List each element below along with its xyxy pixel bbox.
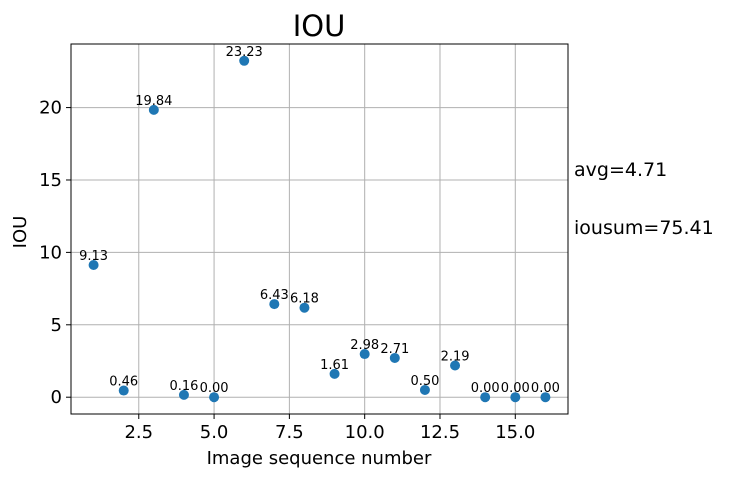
- data-point: [118, 385, 129, 396]
- data-label: 2.19: [441, 349, 470, 364]
- data-label: 0.46: [109, 375, 138, 390]
- data-label: 0.00: [471, 381, 500, 396]
- plot-area-frame: [70, 43, 569, 415]
- data-point: [178, 389, 189, 400]
- data-point: [88, 259, 99, 270]
- iousum-annotation: iousum=75.41: [574, 217, 714, 239]
- data-point: [450, 360, 461, 371]
- axis-ticks: 2.5 5.0 7.5 10.0 12.5 15.0 0 5 10 15 20: [39, 98, 535, 443]
- data-point: [209, 392, 220, 403]
- x-axis-label: Image sequence number: [207, 448, 432, 469]
- data-label: 0.00: [501, 381, 530, 396]
- data-label: 19.84: [135, 94, 172, 109]
- y-tick-label: 20: [39, 98, 62, 119]
- x-tick-label: 12.5: [420, 422, 460, 443]
- y-axis-label: IOU: [10, 216, 31, 249]
- data-point: [269, 299, 280, 310]
- data-point: [359, 349, 370, 360]
- chart-title: IOU: [293, 9, 346, 43]
- data-label: 0.50: [410, 374, 439, 389]
- data-label: 0.00: [200, 381, 229, 396]
- data-point: [329, 368, 340, 379]
- data-label: 23.23: [226, 45, 263, 60]
- data-point: [480, 392, 491, 403]
- data-label: 2.98: [350, 338, 379, 353]
- x-tick-label: 5.0: [200, 422, 229, 443]
- data-point: [239, 55, 250, 66]
- y-tick-label: 10: [39, 242, 62, 263]
- data-point: [540, 392, 551, 403]
- data-label: 1.61: [320, 358, 349, 373]
- data-point: [419, 384, 430, 395]
- avg-annotation: avg=4.71: [574, 159, 667, 181]
- data-point: [510, 392, 521, 403]
- x-tick-label: 7.5: [275, 422, 304, 443]
- data-point: [389, 352, 400, 363]
- data-point: [148, 104, 159, 115]
- data-label: 0.00: [531, 381, 560, 396]
- data-label: 0.16: [169, 379, 198, 394]
- x-tick-label: 15.0: [495, 422, 535, 443]
- x-tick-label: 10.0: [345, 422, 385, 443]
- data-label: 2.71: [380, 342, 409, 357]
- data-label: 6.18: [290, 292, 319, 307]
- x-tick-label: 2.5: [124, 422, 153, 443]
- data-label: 9.13: [79, 249, 108, 264]
- data-point: [299, 302, 310, 313]
- data-points: [88, 55, 551, 403]
- y-tick-label: 15: [39, 170, 62, 191]
- y-tick-label: 0: [51, 387, 62, 408]
- y-tick-label: 5: [51, 315, 62, 336]
- data-label: 6.43: [260, 288, 289, 303]
